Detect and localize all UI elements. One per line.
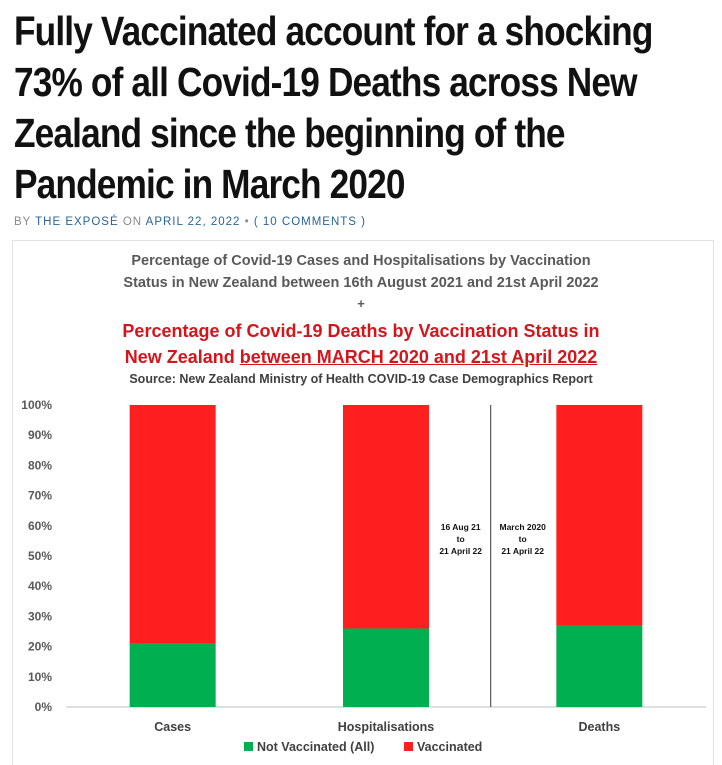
y-tick-label: 10% bbox=[28, 670, 52, 684]
article-headline: Fully Vaccinated account for a shocking … bbox=[14, 6, 711, 210]
chart-subtitle-line-1: Percentage of Covid-19 Deaths by Vaccina… bbox=[122, 321, 600, 341]
chart-subtitle-line-2: New Zealand bbox=[124, 347, 240, 367]
headline-line-1: Fully Vaccinated account for a shocking bbox=[14, 8, 653, 54]
bar-cases-not-vaccinated bbox=[129, 643, 216, 707]
bar-deaths-vaccinated bbox=[556, 405, 643, 626]
period-annotation-text: 21 April 22 bbox=[439, 546, 482, 556]
x-tick-label: Deaths bbox=[578, 720, 620, 734]
y-tick-label: 90% bbox=[28, 428, 52, 442]
chart-subtitle-underlined: between MARCH 2020 and 21st April 2022 bbox=[239, 347, 598, 367]
y-tick-label: 70% bbox=[28, 489, 52, 503]
period-annotation-text: to bbox=[457, 534, 465, 544]
headline-line-4: Pandemic in March 2020 bbox=[14, 161, 406, 207]
legend-label-vaccinated: Vaccinated bbox=[417, 740, 482, 754]
bar-hospitalisations-vaccinated bbox=[343, 405, 429, 629]
y-tick-label: 60% bbox=[28, 519, 52, 533]
bar-deaths-not-vaccinated bbox=[556, 625, 643, 707]
chart-subtitle: Percentage of Covid-19 Deaths by Vaccina… bbox=[0, 318, 722, 370]
y-tick-label: 20% bbox=[28, 640, 52, 654]
period-annotation-text: 21 April 22 bbox=[501, 546, 544, 556]
y-tick-label: 40% bbox=[28, 579, 52, 593]
period-annotation-text: 16 Aug 21 bbox=[441, 522, 481, 532]
byline-on: ON bbox=[122, 216, 143, 228]
y-tick-label: 80% bbox=[28, 458, 52, 472]
bar-cases-vaccinated bbox=[129, 405, 216, 644]
author-link[interactable]: THE EXPOSÉ bbox=[35, 216, 119, 228]
legend-label-not-vaccinated: Not Vaccinated (All) bbox=[257, 740, 374, 754]
bar-hospitalisations-not-vaccinated bbox=[343, 628, 429, 707]
chart-title-line-2: Status in New Zealand between 16th Augus… bbox=[123, 275, 599, 291]
chart-source: Source: New Zealand Ministry of Health C… bbox=[129, 372, 593, 386]
headline-line-2: 73% of all Covid-19 Deaths across New bbox=[14, 59, 638, 105]
byline-separator: • bbox=[244, 216, 250, 228]
y-tick-label: 50% bbox=[28, 549, 52, 563]
byline: BY THE EXPOSÉ ON APRIL 22, 2022 • ( 10 C… bbox=[14, 216, 366, 228]
y-tick-label: 0% bbox=[35, 700, 53, 714]
chart-title-line-1: Percentage of Covid-19 Cases and Hospita… bbox=[131, 253, 591, 269]
period-annotation-text: to bbox=[519, 534, 527, 544]
chart-plus: + bbox=[357, 296, 365, 311]
x-tick-label: Cases bbox=[154, 720, 191, 734]
y-tick-label: 100% bbox=[21, 398, 52, 412]
chart-title: Percentage of Covid-19 Cases and Hospita… bbox=[0, 250, 722, 294]
period-annotation-text: March 2020 bbox=[500, 522, 547, 532]
x-tick-label: Hospitalisations bbox=[338, 720, 435, 734]
legend-swatch-not-vaccinated bbox=[244, 742, 253, 751]
comments-link[interactable]: ( 10 COMMENTS ) bbox=[253, 216, 366, 228]
y-tick-label: 30% bbox=[28, 609, 52, 623]
date-link[interactable]: APRIL 22, 2022 bbox=[145, 216, 241, 228]
headline-line-3: Zealand since the beginning of the bbox=[14, 110, 566, 156]
byline-by: BY bbox=[14, 216, 32, 228]
legend-swatch-vaccinated bbox=[404, 742, 413, 751]
